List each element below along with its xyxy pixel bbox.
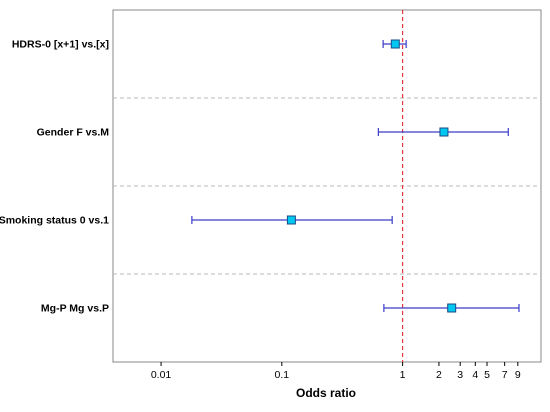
x-tick-label: 0.01 [151, 369, 172, 381]
estimate-marker [286, 215, 296, 225]
forest-row: Gender F vs.M [37, 127, 509, 139]
x-tick-label: 0.1 [275, 369, 290, 381]
row-separators [113, 97, 541, 275]
x-tick-label: 2 [436, 369, 442, 381]
x-tick-label: 7 [502, 369, 508, 381]
forest-row: HDRS-0 [x+1] vs.[x] [12, 39, 407, 51]
row-label: Smoking status 0 vs.1 [0, 215, 109, 227]
x-tick-label: 3 [457, 369, 463, 381]
row-label: Mg-P Mg vs.P [41, 303, 109, 315]
row-label: Gender F vs.M [37, 127, 110, 139]
x-axis-title: Odds ratio [296, 386, 356, 400]
row-label: HDRS-0 [x+1] vs.[x] [12, 39, 109, 51]
estimate-marker [439, 127, 449, 137]
estimate-marker [390, 39, 400, 49]
x-tick-label: 9 [515, 369, 521, 381]
forest-row: Smoking status 0 vs.1 [0, 215, 393, 227]
estimate-marker [447, 303, 457, 313]
x-axis-ticks: 0.01 0.1 1 2 3 4 5 7 9 [151, 362, 521, 381]
forest-row: Mg-P Mg vs.P [41, 303, 520, 315]
x-tick-label: 1 [400, 369, 406, 381]
x-tick-label: 4 [472, 369, 478, 381]
x-tick-label: 5 [484, 369, 490, 381]
forest-rows: HDRS-0 [x+1] vs.[x] Gender F vs.M Smoking … [0, 39, 520, 315]
